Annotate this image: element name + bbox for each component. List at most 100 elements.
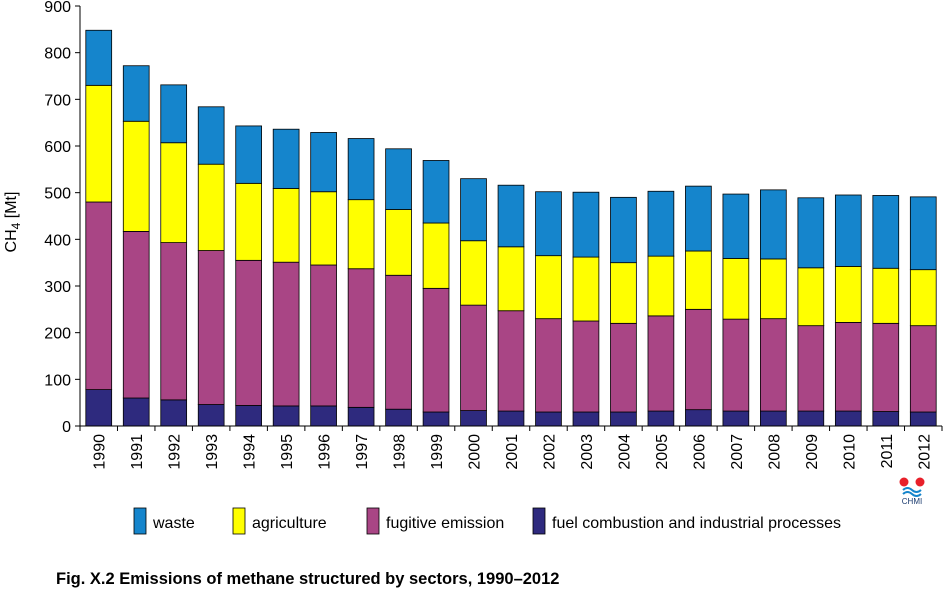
x-tick-label: 2009 xyxy=(804,434,821,470)
legend-swatch xyxy=(532,507,546,535)
bar-segment-waste xyxy=(310,132,337,193)
x-tick-label: 1990 xyxy=(92,434,109,470)
figure-caption: Fig. X.2 Emissions of methane structured… xyxy=(56,570,560,588)
bar-segment-agriculture xyxy=(347,199,375,270)
bar-segment-fuel-combustion-and-industrial-processes xyxy=(647,410,675,427)
bar-segment-waste xyxy=(85,29,113,86)
bar-segment-fuel-combustion-and-industrial-processes xyxy=(685,409,712,427)
x-tick-label: 2001 xyxy=(504,434,521,470)
x-tick-label: 1994 xyxy=(242,434,259,470)
axes xyxy=(79,6,942,427)
x-axis-ticks: 1990 1991 1992 1993 1994 1995 1996 1997 1998 1999… xyxy=(79,426,943,470)
bar-segment-fuel-combustion-and-industrial-processes xyxy=(422,411,450,427)
logo-text: CHMI xyxy=(902,497,922,506)
x-tick-label: 2008 xyxy=(766,434,783,470)
chmi-logo: CHMI xyxy=(899,477,925,506)
y-tick-label: 700 xyxy=(44,92,71,109)
bar-segment-fugitive-emission xyxy=(797,325,825,412)
x-tick-label: 2003 xyxy=(579,434,596,470)
bar-segment-waste xyxy=(872,195,900,269)
bar-segment-fuel-combustion-and-industrial-processes xyxy=(497,410,525,427)
bar-segment-agriculture xyxy=(610,262,637,324)
x-tick-label: 1997 xyxy=(354,434,371,470)
legend-label: agriculture xyxy=(252,515,327,532)
bar-segment-agriculture xyxy=(310,191,337,266)
y-tick-label: 600 xyxy=(44,139,71,156)
logo-right-dot-icon xyxy=(915,477,925,487)
x-tick-label: 2006 xyxy=(691,434,708,470)
bar-segment-fugitive-emission xyxy=(909,325,937,413)
bar-segment-agriculture xyxy=(197,163,225,251)
bar-segment-waste xyxy=(385,148,412,210)
logo-wave-icon xyxy=(902,487,922,493)
y-tick-label: 300 xyxy=(44,279,71,296)
x-tick-label: 1998 xyxy=(392,434,409,470)
bar-segment-fuel-combustion-and-industrial-processes xyxy=(909,411,937,427)
bar-segment-waste xyxy=(610,196,637,264)
x-tick-label: 1995 xyxy=(279,434,296,470)
bar-segment-fuel-combustion-and-industrial-processes xyxy=(197,404,225,427)
bars xyxy=(85,29,937,427)
bar-segment-agriculture xyxy=(235,182,262,261)
x-tick-label: 1999 xyxy=(429,434,446,470)
bar-segment-waste xyxy=(160,84,188,144)
logo-left-dot-icon xyxy=(899,477,909,487)
bar-segment-agriculture xyxy=(572,256,600,322)
bar-segment-fuel-combustion-and-industrial-processes xyxy=(872,411,900,427)
bar-segment-fugitive-emission xyxy=(834,321,862,412)
bar-segment-waste xyxy=(122,65,150,122)
bar-segment-fugitive-emission xyxy=(422,287,450,413)
bar-segment-fuel-combustion-and-industrial-processes xyxy=(460,410,487,427)
bar-segment-fugitive-emission xyxy=(160,242,188,401)
bar-segment-agriculture xyxy=(422,222,450,289)
bar-segment-waste xyxy=(909,196,937,271)
bar-segment-agriculture xyxy=(872,267,900,324)
bar-segment-agriculture xyxy=(797,267,825,327)
bar-segment-fuel-combustion-and-industrial-processes xyxy=(385,408,412,427)
x-tick-label: 2005 xyxy=(654,434,671,470)
bar-segment-fugitive-emission xyxy=(610,322,637,413)
bar-segment-waste xyxy=(535,191,562,257)
bar-segment-fugitive-emission xyxy=(460,304,487,411)
x-tick-label: 1991 xyxy=(129,434,146,470)
x-tick-label: 1996 xyxy=(317,434,334,470)
bar-segment-fuel-combustion-and-industrial-processes xyxy=(760,410,787,427)
bar-segment-agriculture xyxy=(497,246,525,312)
legend-swatch xyxy=(133,507,147,535)
bar-segment-agriculture xyxy=(647,255,675,317)
bar-segment-agriculture xyxy=(385,209,412,276)
bar-segment-fugitive-emission xyxy=(872,322,900,412)
bar-segment-waste xyxy=(497,184,525,248)
bar-segment-fuel-combustion-and-industrial-processes xyxy=(235,405,262,427)
y-axis-label: CH4 [Mt] xyxy=(3,192,23,253)
bar-segment-agriculture xyxy=(685,250,712,310)
legend-label: fugitive emission xyxy=(386,515,504,532)
bar-segment-fugitive-emission xyxy=(722,318,750,412)
legend-label: waste xyxy=(152,515,195,532)
y-axis-ticks: 0 100 200 300 400 500 600 700 800 900 xyxy=(44,0,80,436)
y-tick-label: 800 xyxy=(44,46,71,63)
x-tick-label: 1992 xyxy=(167,434,184,470)
y-tick-label: 400 xyxy=(44,232,71,249)
bar-segment-agriculture xyxy=(460,240,487,306)
bar-segment-agriculture xyxy=(272,188,300,263)
bar-segment-fuel-combustion-and-industrial-processes xyxy=(610,411,637,427)
y-tick-label: 0 xyxy=(62,419,71,436)
bar-segment-fugitive-emission xyxy=(760,318,787,412)
legend-swatch xyxy=(232,507,246,535)
bar-segment-fugitive-emission xyxy=(310,264,337,407)
bar-segment-waste xyxy=(272,128,300,189)
bar-segment-waste xyxy=(235,125,262,184)
bar-segment-waste xyxy=(197,106,225,165)
legend-label: fuel combustion and industrial processes xyxy=(552,515,841,532)
bar-segment-waste xyxy=(834,194,862,267)
y-tick-label: 200 xyxy=(44,326,71,343)
bar-segment-waste xyxy=(685,185,712,252)
bar-segment-fugitive-emission xyxy=(272,261,300,407)
y-tick-label: 500 xyxy=(44,186,71,203)
bar-segment-waste xyxy=(760,189,787,260)
x-tick-label: 2007 xyxy=(729,434,746,470)
bar-segment-fugitive-emission xyxy=(535,318,562,413)
bar-segment-fugitive-emission xyxy=(685,308,712,411)
bar-segment-fuel-combustion-and-industrial-processes xyxy=(834,410,862,427)
